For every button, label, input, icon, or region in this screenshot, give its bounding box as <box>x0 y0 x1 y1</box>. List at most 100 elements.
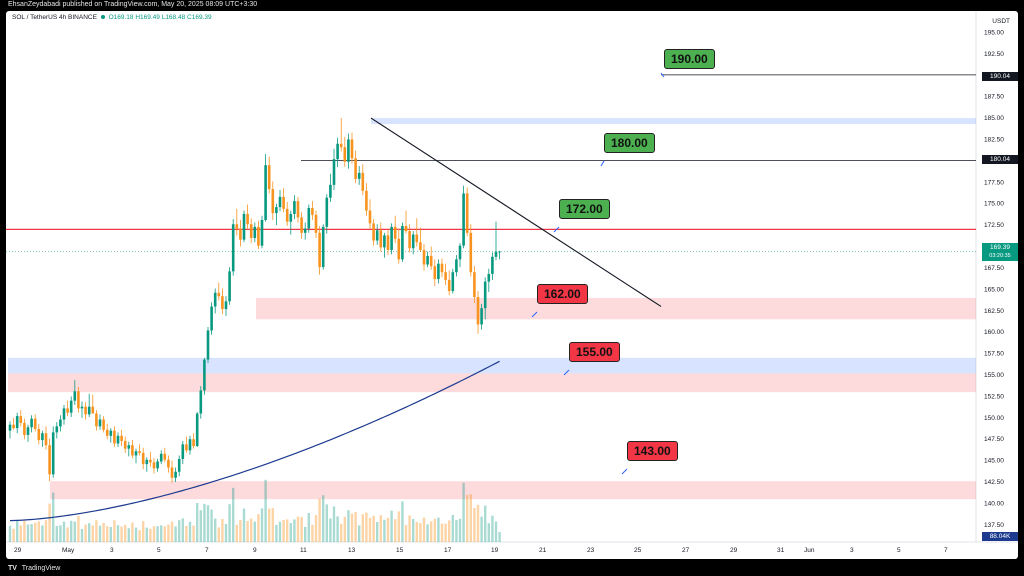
candle-body <box>329 184 332 198</box>
x-tick-label: 5 <box>897 547 901 554</box>
candle-body <box>491 256 494 274</box>
candle-body <box>408 231 411 249</box>
annotation-connector <box>563 369 570 376</box>
volume-bar <box>329 518 332 542</box>
volume-bar <box>59 525 62 542</box>
candle-body <box>440 263 444 273</box>
volume-bar <box>473 508 476 542</box>
volume-bar <box>149 528 152 542</box>
volume-bar <box>311 524 314 542</box>
volume-bar <box>206 505 210 542</box>
candle-body <box>62 408 66 420</box>
y-tick-label: 160.00 <box>984 329 1004 336</box>
candle-body <box>48 445 51 475</box>
y-tick-label: 167.50 <box>984 265 1004 272</box>
volume-bar <box>138 530 141 542</box>
volume-bar <box>419 523 422 542</box>
candle-body <box>444 272 447 280</box>
volume-bar <box>250 518 253 542</box>
candle-body <box>221 296 224 310</box>
candle-body <box>138 451 141 453</box>
candle-body <box>141 452 145 465</box>
volume-bar <box>408 515 411 542</box>
zone-2 <box>8 373 976 393</box>
candle-body <box>33 418 37 429</box>
ma-volume-tag: 88.04K <box>982 532 1018 541</box>
volume-bar <box>332 506 336 542</box>
candle-body <box>361 172 365 191</box>
candle-body <box>401 225 404 260</box>
volume-bar <box>487 523 490 542</box>
volume-bar <box>113 520 116 542</box>
volume-bar <box>217 527 220 542</box>
volume-bar <box>394 519 397 542</box>
volume-bar <box>466 495 469 542</box>
candle-body <box>296 201 300 218</box>
volume-bar <box>48 503 51 542</box>
zone-1 <box>256 297 976 320</box>
volume-bar <box>163 526 166 542</box>
annotation-connector <box>531 311 538 318</box>
annotation-connector <box>600 160 605 167</box>
x-tick-label: 11 <box>300 547 307 554</box>
candle-body <box>37 428 41 441</box>
x-tick-label: Jun <box>804 547 815 554</box>
volume-bar <box>34 522 37 542</box>
candle-body <box>188 439 192 451</box>
volume-bar <box>109 527 112 542</box>
candle-body <box>303 228 307 233</box>
volume-bar <box>390 510 393 542</box>
candlestick-chart[interactable]: 195.00 192.50 187.50 185.00 182.50 177.50 175.… <box>6 11 1018 559</box>
volume-bar <box>455 520 458 542</box>
chart-panel[interactable]: 195.00 192.50 187.50 185.00 182.50 177.50 175.… <box>6 11 1018 559</box>
candle-body <box>23 422 26 435</box>
volume-bar <box>178 520 181 542</box>
annotation-connector <box>553 226 560 233</box>
tradingview-logo-icon: TV <box>8 565 17 572</box>
volume-bar <box>401 501 404 542</box>
y-tick-label: 162.50 <box>984 308 1004 315</box>
candle-body <box>411 234 415 249</box>
volume-bar <box>426 524 429 542</box>
volume-bar <box>77 516 80 542</box>
volume-bar <box>451 515 454 542</box>
candle-body <box>30 418 33 428</box>
candle-body <box>271 189 275 214</box>
volume-bar <box>336 516 339 542</box>
volume-bar <box>318 498 321 542</box>
candle-body <box>494 251 498 257</box>
volume-bar <box>55 526 58 542</box>
candle-body <box>347 139 350 162</box>
x-tick-label: 25 <box>634 547 642 554</box>
volume-bar <box>95 520 98 542</box>
volume-bar <box>358 525 361 542</box>
candle-body <box>390 226 393 250</box>
volume-bar <box>293 519 296 542</box>
candle-body <box>257 226 260 246</box>
x-tick-label: 15 <box>396 547 404 554</box>
candle-body <box>325 197 329 227</box>
annotation-190: 190.00 <box>664 49 715 69</box>
volume-bar <box>343 516 346 542</box>
x-tick-label: 13 <box>348 547 356 554</box>
volume-bar <box>458 518 462 542</box>
candle-body <box>59 419 62 427</box>
candle-body <box>120 435 123 441</box>
candle-body <box>134 451 138 456</box>
volume-bar <box>134 527 138 542</box>
candle-body <box>293 201 296 214</box>
volume-bar <box>271 508 274 542</box>
candle-body <box>131 445 134 456</box>
candle-body <box>98 419 102 427</box>
y-tick-label: 137.50 <box>984 522 1004 529</box>
candle-body <box>109 430 113 436</box>
volume-bar <box>361 514 364 542</box>
volume-bar <box>350 513 354 542</box>
candle-body <box>365 190 368 211</box>
volume-bar <box>44 520 48 542</box>
candle-body <box>318 232 321 268</box>
ohlc-low: L168.48 <box>161 14 186 21</box>
candle-body <box>224 301 228 310</box>
x-tick-label: 29 <box>14 547 22 554</box>
annotation-connector <box>660 72 665 78</box>
